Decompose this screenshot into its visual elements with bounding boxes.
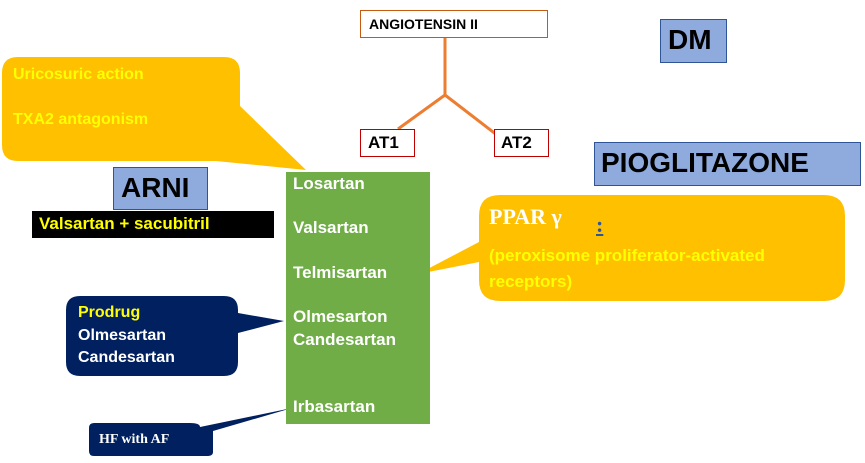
tree-branch-at1 — [397, 93, 446, 131]
callout-prodrug-bubble — [66, 296, 284, 376]
ppar-detail-text: (peroxisome proliferator-activated recep… — [489, 246, 765, 291]
angiotensin-ii-box: ANGIOTENSIN II — [360, 10, 548, 38]
tree-branch-at2 — [444, 93, 498, 137]
arni-label: ARNI — [113, 167, 208, 210]
dm-label: DM — [660, 19, 727, 63]
txa2-antagonism-text: TXA2 antagonism — [13, 111, 149, 128]
drug-irbasartan: Irbasartan — [293, 397, 376, 416]
hf-with-af-text: HF with AF — [99, 432, 170, 447]
prodrug-olmesartan: Olmesartan — [78, 327, 167, 344]
drug-valsartan: Valsartan — [293, 218, 369, 237]
prodrug-title: Prodrug — [78, 304, 141, 321]
callout-losartan-bubble — [2, 57, 306, 170]
callout-ppar-bubble — [418, 195, 845, 301]
drug-olmesarton: Olmesarton — [293, 307, 388, 326]
drug-telmisartan: Telmisartan — [293, 263, 388, 282]
prodrug-candesartan: Candesartan — [78, 349, 175, 366]
drug-losartan: Losartan — [293, 174, 365, 193]
ppar-marker: : — [596, 212, 604, 237]
callout-hf-bubble — [89, 408, 292, 456]
at2-receptor-box: AT2 — [494, 129, 549, 157]
pioglitazone-label: PIOGLITAZONE — [594, 142, 861, 186]
ppar-gamma-title: PPAR γ — [489, 204, 562, 229]
valsartan-sacubitril-label: Valsartan + sacubitril — [32, 211, 274, 238]
arb-drug-list: Losartan Valsartan Telmisartan Olmesarto… — [286, 172, 430, 424]
drug-candesartan: Candesartan — [293, 330, 396, 349]
uricosuric-action-text: Uricosuric action — [13, 66, 144, 83]
at1-receptor-box: AT1 — [360, 129, 415, 157]
